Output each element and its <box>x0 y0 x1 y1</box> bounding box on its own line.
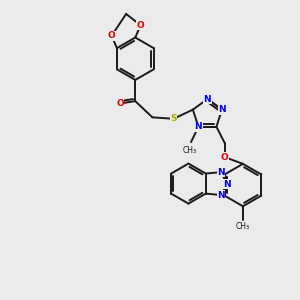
Text: O: O <box>137 21 145 30</box>
Text: CH₃: CH₃ <box>182 146 197 155</box>
Text: N: N <box>223 180 231 189</box>
Text: S: S <box>170 114 177 123</box>
Text: N: N <box>204 94 211 103</box>
Text: CH₃: CH₃ <box>236 223 250 232</box>
Text: N: N <box>218 105 226 114</box>
Text: N: N <box>195 122 202 131</box>
Text: O: O <box>221 153 229 162</box>
Text: N: N <box>217 168 225 177</box>
Text: N: N <box>217 190 225 200</box>
Text: O: O <box>116 99 124 108</box>
Text: O: O <box>108 31 116 40</box>
